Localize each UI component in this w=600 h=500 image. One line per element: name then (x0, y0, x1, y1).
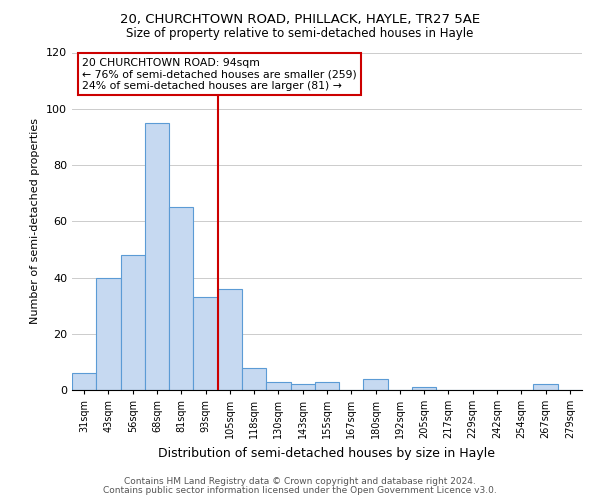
Text: Contains public sector information licensed under the Open Government Licence v3: Contains public sector information licen… (103, 486, 497, 495)
Bar (242, 368, 266, 390)
Text: Contains HM Land Registry data © Crown copyright and database right 2024.: Contains HM Land Registry data © Crown c… (124, 477, 476, 486)
Bar (315, 382, 339, 390)
Bar (364, 379, 388, 390)
Text: 20 CHURCHTOWN ROAD: 94sqm
← 76% of semi-detached houses are smaller (259)
24% of: 20 CHURCHTOWN ROAD: 94sqm ← 76% of semi-… (82, 58, 357, 91)
Bar (266, 382, 290, 390)
Bar (72, 373, 96, 390)
X-axis label: Distribution of semi-detached houses by size in Hayle: Distribution of semi-detached houses by … (158, 446, 496, 460)
Text: Size of property relative to semi-detached houses in Hayle: Size of property relative to semi-detach… (127, 28, 473, 40)
Bar (145, 123, 169, 390)
Bar (412, 387, 436, 390)
Bar (533, 384, 558, 390)
Text: 20, CHURCHTOWN ROAD, PHILLACK, HAYLE, TR27 5AE: 20, CHURCHTOWN ROAD, PHILLACK, HAYLE, TR… (120, 12, 480, 26)
Bar (121, 255, 145, 390)
Bar (169, 207, 193, 390)
Bar (96, 278, 121, 390)
Bar (193, 297, 218, 390)
Y-axis label: Number of semi-detached properties: Number of semi-detached properties (31, 118, 40, 324)
Bar (290, 384, 315, 390)
Bar (218, 289, 242, 390)
